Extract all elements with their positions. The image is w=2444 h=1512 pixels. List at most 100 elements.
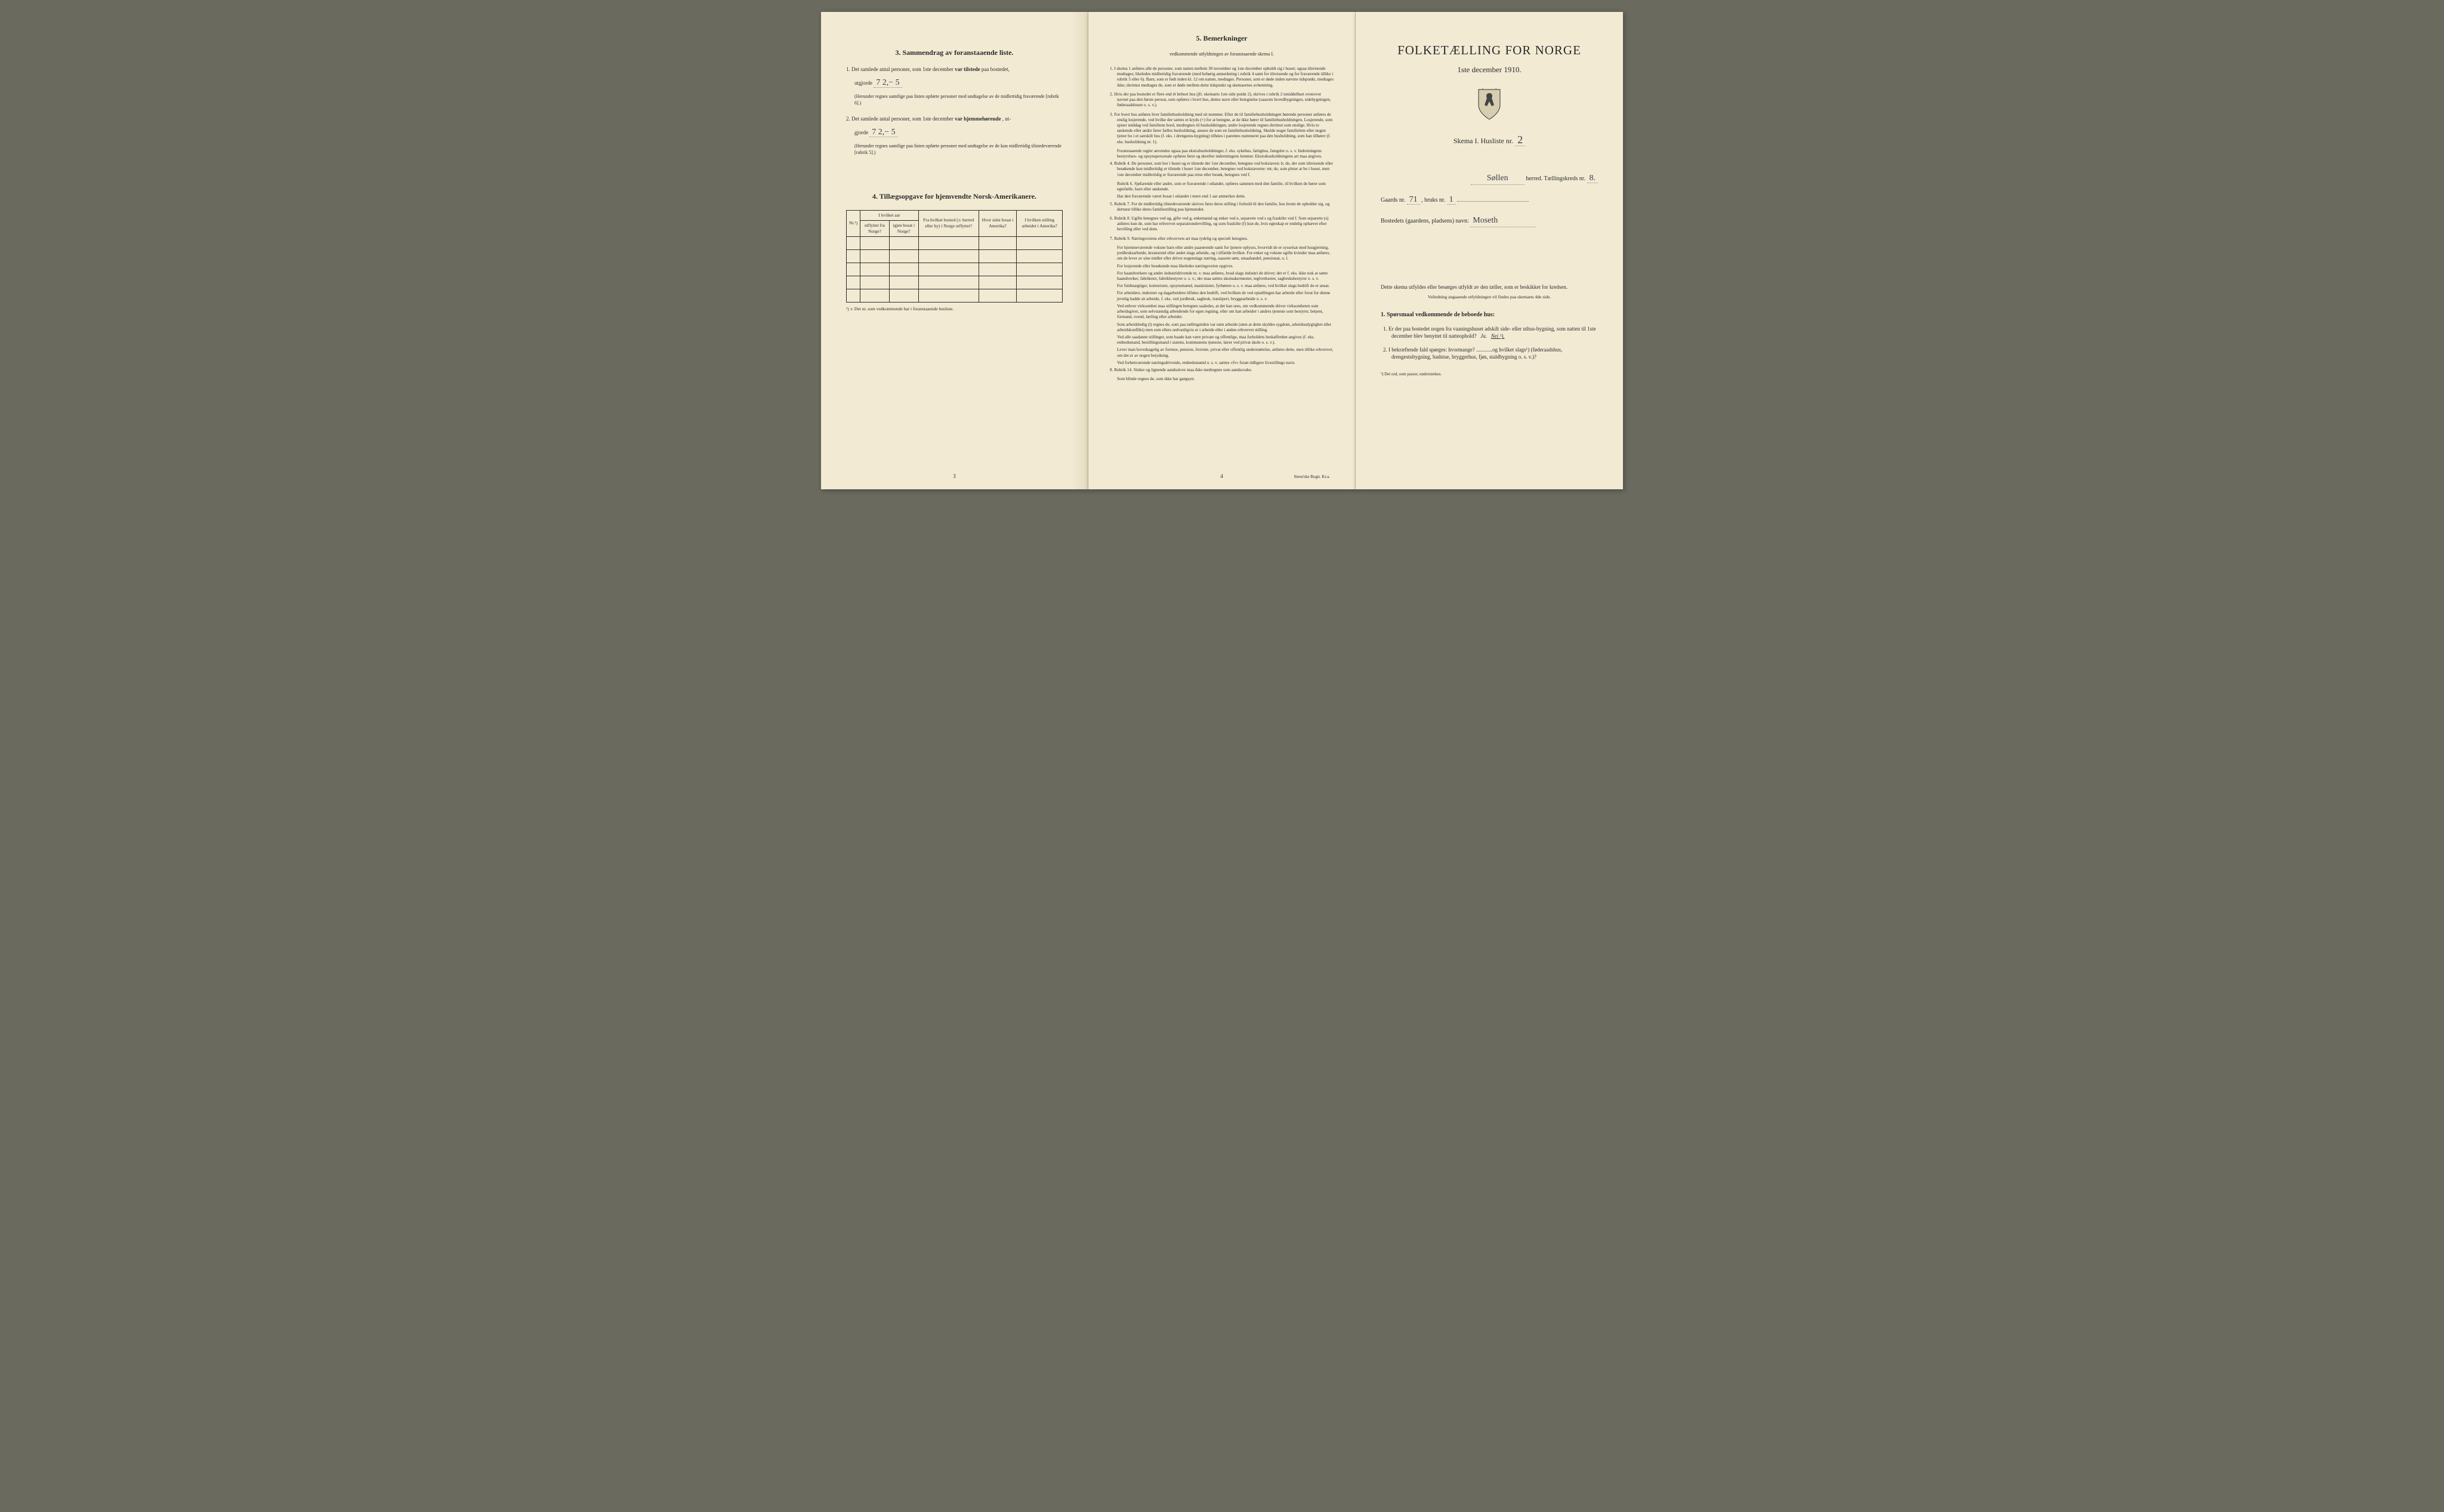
bruks-nr: 1 — [1447, 195, 1456, 205]
table-cell — [847, 237, 860, 250]
instruction-text: Dette skema utfyldes eller besørges utfy… — [1381, 283, 1598, 291]
q-heading: 1. Spørsmaal vedkommende de beboede hus: — [1381, 311, 1598, 319]
table-cell — [889, 263, 918, 276]
item1-prefix: 1. Det samlede antal personer, som 1ste … — [846, 66, 953, 72]
remark-sub: Foranstaaende regler anvendes ogsaa paa … — [1110, 149, 1334, 159]
remark-sub: Ved alle saadanne stillinger, som baade … — [1110, 335, 1334, 345]
herred-value: Søllen — [1471, 173, 1525, 185]
bruks-dotted — [1457, 201, 1529, 202]
remark-item: 5. Rubrik 7. For de midlertidig tilstede… — [1110, 202, 1334, 212]
remark-item: 2. Hvis der paa bostedet er flere end ét… — [1110, 92, 1334, 109]
bosted-line: Bostedets (gaardens, pladsens) navn: Mos… — [1381, 215, 1598, 227]
bosted-value: Moseth — [1470, 215, 1536, 227]
remark-sub: Som arbeidsledig (l) regnes de, som paa … — [1110, 322, 1334, 333]
q1-ja: Ja. — [1480, 333, 1487, 339]
table-cell — [889, 250, 918, 263]
page-4: 5. Bemerkninger vedkommende utfyldningen… — [1088, 12, 1356, 489]
skema-label: Skema I. Husliste nr. — [1454, 137, 1513, 145]
table-cell — [860, 237, 890, 250]
table-cell — [918, 289, 979, 303]
remarks-list: 1. I skema 1 anføres alle de personer, s… — [1110, 66, 1334, 382]
th-stilling: I hvilken stilling arbeidet i Amerika? — [1017, 210, 1063, 236]
remark-sub: For haandverkere og andre industridriven… — [1110, 271, 1334, 282]
remark-item: 8. Rubrik 14. Sinker og lignende aandssl… — [1110, 368, 1334, 373]
table-cell — [1017, 237, 1063, 250]
table-cell — [860, 250, 890, 263]
table-cell — [1017, 250, 1063, 263]
th-bosted: Fra hvilket bosted (ɔ: herred eller by) … — [918, 210, 979, 236]
table-cell — [889, 289, 918, 303]
table-cell — [918, 250, 979, 263]
amerikanere-table: Nr.¹) I hvilket aar Fra hvilket bosted (… — [846, 210, 1063, 303]
table-cell — [979, 289, 1017, 303]
remark-sub: For fuldmægtiger, kontorister, opsynsmæn… — [1110, 283, 1334, 289]
q1-nei: Nei ¹). — [1491, 333, 1505, 339]
table-cell — [847, 276, 860, 289]
page-num-4: 4 — [1220, 473, 1223, 480]
item2-prefix: 2. Det samlede antal personer, som 1ste … — [846, 116, 953, 122]
main-date: 1ste december 1910. — [1381, 64, 1598, 75]
table-cell — [979, 250, 1017, 263]
table-cell — [1017, 276, 1063, 289]
remark-sub: Lever man hovedsagelig av formue, pensio… — [1110, 347, 1334, 358]
herred-line: Søllen herred. Tællingskreds nr. 8. — [1381, 173, 1598, 185]
remark-sub: Rubrik 6. Sjøfarende eller andre, som er… — [1110, 181, 1334, 192]
bosted-label: Bostedets (gaardens, pladsens) navn: — [1381, 218, 1469, 224]
section5-subtitle: vedkommende utfyldningen av foranstaaend… — [1110, 51, 1334, 58]
gaards-nr: 71 — [1407, 195, 1420, 205]
remark-sub: Ved enhver virksomhet maa stillingen bet… — [1110, 304, 1334, 320]
item2-suffix: , ut- — [1002, 116, 1011, 122]
table-cell — [918, 276, 979, 289]
table-cell — [979, 237, 1017, 250]
table-row — [847, 263, 1063, 276]
remark-item: 3. For hvert hus anføres hver familiehus… — [1110, 112, 1334, 145]
item1-value: 7 2,− 5 — [874, 78, 902, 88]
remark-item: 1. I skema 1 anføres alle de personer, s… — [1110, 66, 1334, 88]
table-cell — [918, 237, 979, 250]
table-row — [847, 276, 1063, 289]
table-cell — [979, 276, 1017, 289]
table-cell — [860, 289, 890, 303]
th-igjen: igjen bosat i Norge? — [889, 220, 918, 236]
gaards-label: Gaards nr. — [1381, 197, 1405, 203]
item1-line2: utgjorde 7 2,− 5 — [846, 78, 1063, 89]
remark-sub: Som blinde regnes de, som ikke har gangs… — [1110, 377, 1334, 382]
question-2: 2. I bekræftende fald spørges: hvormange… — [1381, 346, 1598, 361]
remark-item: 6. Rubrik 8. Ugifte betegnes ved ug, gif… — [1110, 216, 1334, 233]
table-cell — [847, 289, 860, 303]
item2-gjorde: gjorde — [854, 129, 868, 135]
herred-label: herred. Tællingskreds nr. — [1526, 175, 1585, 182]
printer-mark: Steen'ske Bogtr. Kr.a. — [1294, 474, 1330, 480]
remark-sub: Har den fraværende været bosat i utlande… — [1110, 194, 1334, 199]
right-footnote: ¹) Det ord, som passer, understrekes. — [1381, 372, 1598, 377]
item1-utgjorde: utgjorde — [854, 80, 872, 86]
item2-bold: var hjemmehørende — [955, 116, 1001, 122]
table-cell — [847, 263, 860, 276]
table-row — [847, 237, 1063, 250]
section4-title: 4. Tillægsopgave for hjemvendte Norsk-Am… — [846, 192, 1063, 201]
item-2: 2. Det samlede antal personer, som 1ste … — [846, 115, 1063, 122]
table-row — [847, 289, 1063, 303]
section5-title: 5. Bemerkninger — [1110, 33, 1334, 43]
table-cell — [860, 276, 890, 289]
table-cell — [889, 276, 918, 289]
table-cell — [889, 237, 918, 250]
kreds-nr: 8. — [1587, 174, 1599, 183]
table-cell — [918, 263, 979, 276]
th-aar: I hvilket aar — [860, 210, 919, 220]
remark-sub: For losjerende eller besøkende maa likel… — [1110, 264, 1334, 269]
item1-note: (Herunder regnes samtlige paa listen opf… — [846, 94, 1063, 107]
coat-of-arms — [1381, 88, 1598, 122]
remark-item: 7. Rubrik 9. Næringsveiens eller erhverv… — [1110, 236, 1334, 242]
main-title: FOLKETÆLLING FOR NORGE — [1381, 42, 1598, 58]
th-utflyttet: utflyttet fra Norge? — [860, 220, 890, 236]
item1-bold: var tilstede — [955, 66, 980, 72]
page-num-3: 3 — [953, 473, 956, 480]
page-3: 3. Sammendrag av foranstaaende liste. 1.… — [821, 12, 1088, 489]
section4-footnote: ¹) ɔ: Det nr. som vedkommende har i fora… — [846, 306, 1063, 312]
table-cell — [1017, 263, 1063, 276]
husliste-nr: 2 — [1515, 134, 1525, 146]
item1-suffix: paa bostedet, — [982, 66, 1010, 72]
item-1: 1. Det samlede antal personer, som 1ste … — [846, 66, 1063, 73]
q1-text: 1. Er der paa bostedet nogen fra vaaning… — [1383, 326, 1596, 340]
